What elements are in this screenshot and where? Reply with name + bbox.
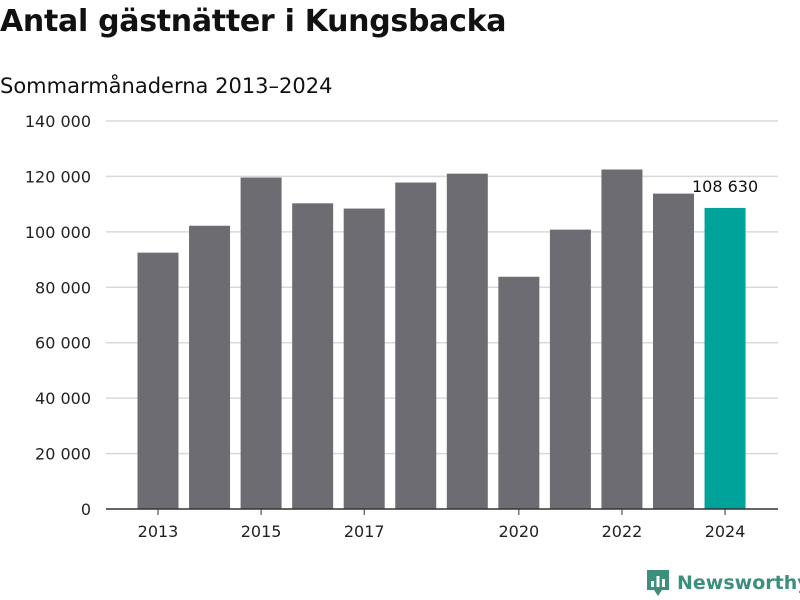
y-tick-label: 140 000 — [25, 112, 91, 131]
bar-2020 — [498, 276, 540, 509]
x-tick-label: 2020 — [498, 522, 539, 541]
x-tick-label: 2022 — [602, 522, 643, 541]
bar-2013 — [137, 252, 179, 509]
bar-2021 — [549, 229, 591, 509]
y-tick-label: 120 000 — [25, 167, 91, 186]
x-tick-label: 2024 — [705, 522, 746, 541]
bar-2014 — [189, 225, 231, 509]
y-tick-label: 0 — [81, 500, 91, 519]
x-tick-label: 2013 — [138, 522, 179, 541]
bar-2018 — [395, 182, 437, 510]
x-tick-label: 2015 — [241, 522, 282, 541]
bar-2019 — [446, 173, 488, 509]
y-tick-label: 20 000 — [35, 445, 91, 464]
bar-2015 — [240, 177, 282, 509]
data-label-2024: 108 630 — [692, 177, 758, 196]
brand-name: Newsworthy — [677, 572, 800, 594]
y-tick-label: 100 000 — [25, 223, 91, 242]
newsworthy-logo: Newsworthy — [645, 568, 800, 598]
bar-2023 — [653, 193, 694, 509]
y-tick-label: 40 000 — [35, 389, 91, 408]
bar-2017 — [343, 208, 385, 509]
y-tick-label: 80 000 — [35, 278, 91, 297]
x-tick-label: 2017 — [344, 522, 385, 541]
bar-2016 — [292, 203, 334, 509]
bar-2022 — [601, 169, 643, 509]
y-tick-label: 60 000 — [35, 334, 91, 353]
chart-title: Antal gästnätter i Kungsbacka — [0, 4, 507, 39]
bar-chart-pin-icon — [647, 570, 669, 596]
chart-subtitle: Sommarmånaderna 2013–2024 — [0, 74, 333, 98]
bar-2024 — [704, 207, 746, 510]
